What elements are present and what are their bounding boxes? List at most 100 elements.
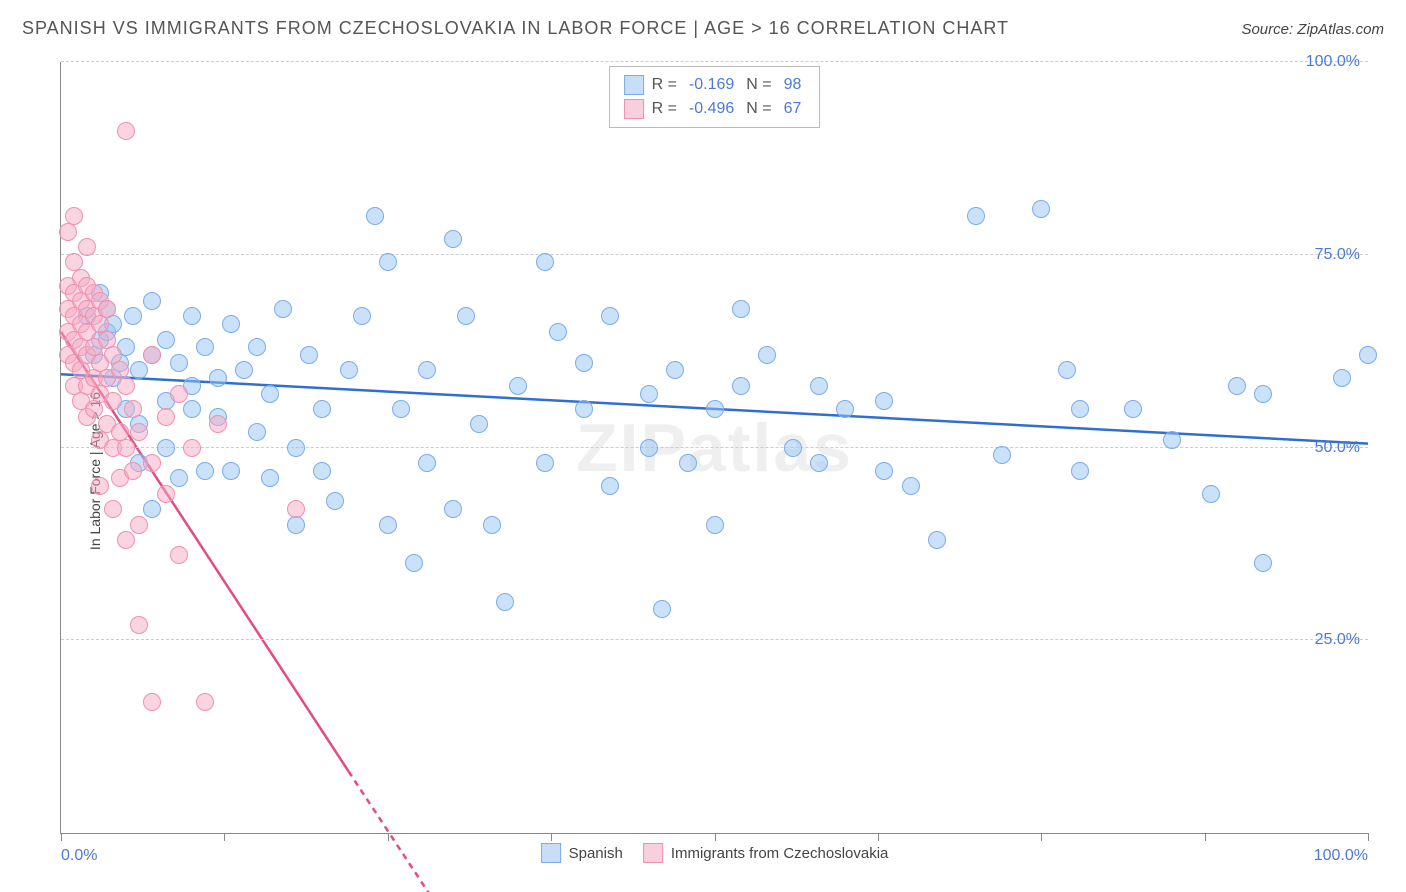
plot-area: ZIPatlas R = -0.169 N = 98 R = -0.496 N … (60, 62, 1368, 834)
data-point (706, 400, 724, 418)
data-point (98, 300, 116, 318)
data-point (124, 400, 142, 418)
data-point (117, 122, 135, 140)
title-row: SPANISH VS IMMIGRANTS FROM CZECHOSLOVAKI… (22, 18, 1384, 39)
data-point (967, 207, 985, 225)
data-point (287, 516, 305, 534)
data-point (875, 392, 893, 410)
series-swatch (541, 843, 561, 863)
stat-legend-row: R = -0.496 N = 67 (624, 97, 806, 121)
data-point (1254, 385, 1272, 403)
stat-swatch (624, 75, 644, 95)
data-point (732, 300, 750, 318)
data-point (130, 361, 148, 379)
data-point (157, 331, 175, 349)
chart-container: SPANISH VS IMMIGRANTS FROM CZECHOSLOVAKI… (0, 0, 1406, 892)
stat-n-label: N = (746, 97, 771, 121)
watermark: ZIPatlas (576, 409, 853, 487)
data-point (143, 454, 161, 472)
gridline (61, 639, 1368, 640)
data-point (91, 477, 109, 495)
x-tick (1205, 833, 1206, 841)
y-tick-label: 100.0% (1306, 53, 1360, 71)
data-point (810, 454, 828, 472)
x-tick (1368, 833, 1369, 841)
x-tick (388, 833, 389, 841)
stat-n-value: 98 (780, 73, 806, 97)
data-point (104, 392, 122, 410)
y-tick-label: 25.0% (1315, 631, 1360, 649)
data-point (183, 307, 201, 325)
data-point (130, 516, 148, 534)
data-point (313, 400, 331, 418)
data-point (1163, 431, 1181, 449)
data-point (457, 307, 475, 325)
data-point (59, 223, 77, 241)
data-point (235, 361, 253, 379)
data-point (679, 454, 697, 472)
data-point (287, 439, 305, 457)
data-point (143, 500, 161, 518)
data-point (274, 300, 292, 318)
data-point (444, 230, 462, 248)
stat-r-value: -0.169 (685, 73, 738, 97)
gridline (61, 61, 1368, 62)
data-point (1333, 369, 1351, 387)
series-swatch (643, 843, 663, 863)
data-point (248, 338, 266, 356)
stat-r-label: R = (652, 73, 677, 97)
data-point (1071, 400, 1089, 418)
data-point (117, 439, 135, 457)
data-point (666, 361, 684, 379)
data-point (170, 546, 188, 564)
data-point (640, 385, 658, 403)
data-point (209, 415, 227, 433)
data-point (509, 377, 527, 395)
stat-n-label: N = (746, 73, 771, 97)
data-point (875, 462, 893, 480)
series-label: Spanish (569, 845, 623, 862)
data-point (1071, 462, 1089, 480)
data-point (222, 462, 240, 480)
stat-r-label: R = (652, 97, 677, 121)
data-point (732, 377, 750, 395)
data-point (326, 492, 344, 510)
x-tick (61, 833, 62, 841)
data-point (143, 292, 161, 310)
y-tick-label: 50.0% (1315, 439, 1360, 457)
data-point (130, 616, 148, 634)
stat-legend-row: R = -0.169 N = 98 (624, 73, 806, 97)
x-tick (715, 833, 716, 841)
data-point (483, 516, 501, 534)
data-point (130, 423, 148, 441)
data-point (287, 500, 305, 518)
data-point (758, 346, 776, 364)
data-point (104, 500, 122, 518)
data-point (470, 415, 488, 433)
data-point (706, 516, 724, 534)
data-point (1254, 554, 1272, 572)
data-point (1124, 400, 1142, 418)
data-point (784, 439, 802, 457)
data-point (418, 361, 436, 379)
data-point (65, 207, 83, 225)
data-point (170, 469, 188, 487)
data-point (196, 693, 214, 711)
x-tick (1041, 833, 1042, 841)
gridline (61, 254, 1368, 255)
data-point (366, 207, 384, 225)
data-point (300, 346, 318, 364)
x-tick (224, 833, 225, 841)
data-point (170, 385, 188, 403)
stat-swatch (624, 99, 644, 119)
x-tick (551, 833, 552, 841)
data-point (549, 323, 567, 341)
x-axis-max-label: 100.0% (1314, 847, 1368, 865)
data-point (157, 485, 175, 503)
data-point (405, 554, 423, 572)
data-point (353, 307, 371, 325)
data-point (117, 377, 135, 395)
stat-n-value: 67 (780, 97, 806, 121)
series-legend-item: Spanish (541, 843, 623, 863)
data-point (157, 408, 175, 426)
